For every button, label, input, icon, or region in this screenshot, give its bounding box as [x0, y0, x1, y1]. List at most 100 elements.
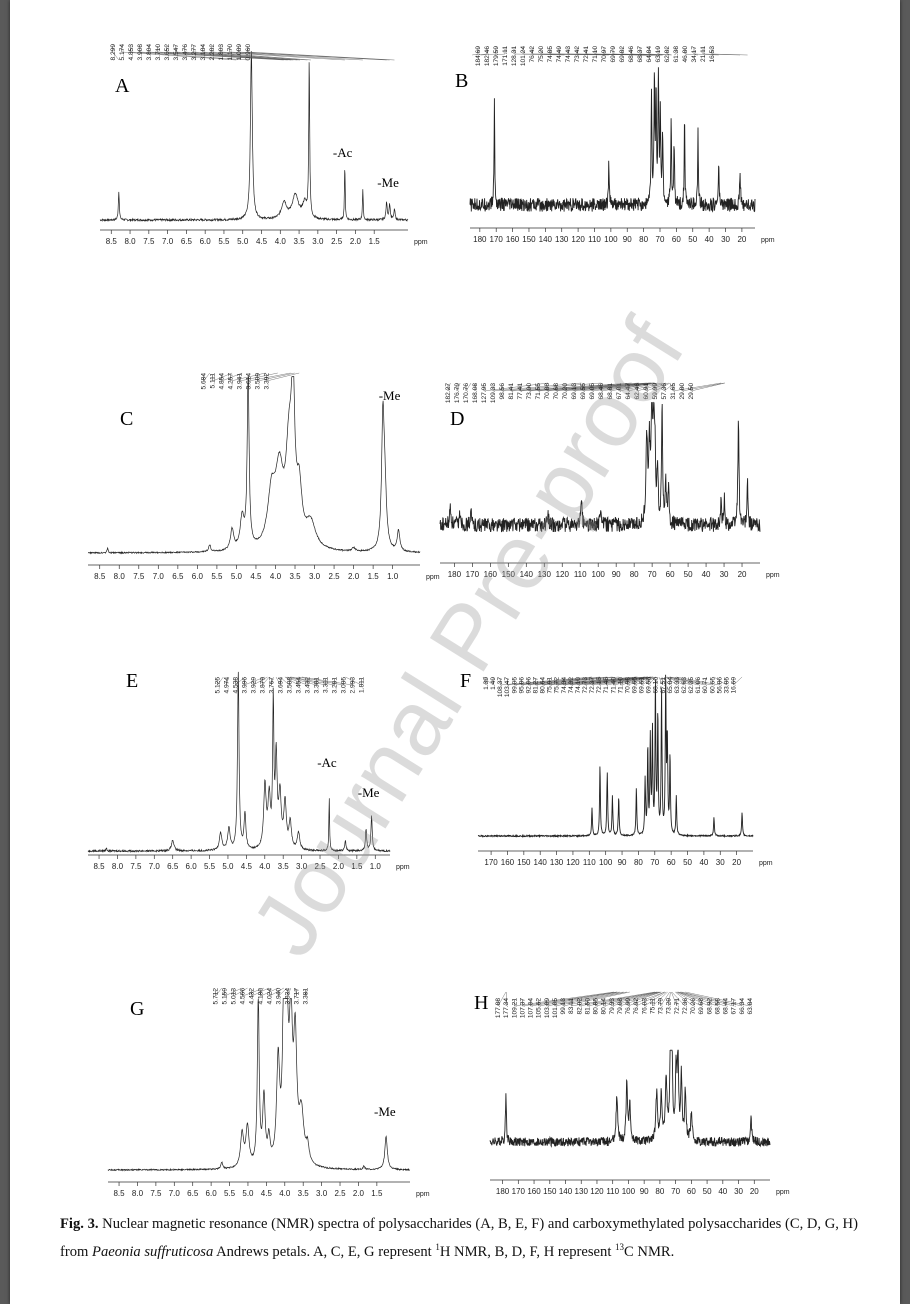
peak-leader	[556, 676, 646, 686]
peak-leader	[130, 51, 249, 61]
x-tick-label: 160	[484, 570, 498, 579]
peak-leader	[456, 382, 461, 392]
peak-leader	[278, 987, 288, 997]
x-tick-label: 7.5	[150, 1189, 162, 1198]
x-tick-label: 70	[650, 858, 659, 867]
peak-leader	[670, 676, 713, 686]
x-tick-label: 8.5	[113, 1189, 125, 1198]
peak-leader	[266, 372, 300, 382]
peak-leader	[157, 51, 292, 61]
peak-leader	[579, 991, 657, 1007]
x-tick-label: 2.0	[353, 1189, 365, 1198]
peak-leader	[215, 987, 222, 997]
x-tick-label: 80	[634, 858, 643, 867]
x-tick-label: 4.5	[250, 572, 262, 581]
group-label: -Me	[377, 175, 399, 190]
peak-label: 76.99	[625, 998, 632, 1015]
panel-letter-f: F	[460, 670, 472, 692]
x-tick-label: 2.5	[329, 572, 341, 581]
panel-letter-g: G	[130, 998, 145, 1020]
peak-leader	[345, 676, 362, 686]
peak-label: 101.05	[552, 998, 559, 1019]
peak-label: 128.31	[511, 46, 518, 67]
x-tick-label: 2.5	[334, 1189, 346, 1198]
x-tick-label: 6.5	[172, 572, 184, 581]
x-tick-label: 8.0	[112, 862, 124, 871]
peak-label: 61.06	[695, 677, 702, 694]
peak-label: 4.432	[249, 988, 256, 1005]
x-tick-label: 130	[538, 570, 552, 579]
x-tick-label: 60	[667, 858, 676, 867]
peak-leader	[522, 991, 617, 1007]
caption-sup-1: 1	[435, 1242, 440, 1252]
peak-label: 3.432	[304, 677, 311, 694]
peak-leader	[665, 676, 678, 686]
peak-label: 63.33	[674, 677, 681, 694]
peak-leader	[262, 676, 270, 686]
peak-label: 73.29	[666, 998, 673, 1015]
peak-leader	[564, 382, 652, 392]
peak-label: 67.51	[660, 677, 667, 694]
x-tick-label: 150	[517, 858, 531, 867]
spectrum-panel-d: 180 170 160 150 140 130 120 110 100 90 80 70 60 50 40 3…	[430, 325, 780, 579]
peak-leader	[483, 382, 548, 392]
peak-leader	[587, 991, 658, 1007]
peak-leader	[480, 53, 497, 56]
peak-label: 3.381	[313, 677, 320, 694]
peak-label: 3.392	[264, 373, 271, 390]
x-tick-label: 2.0	[350, 237, 362, 246]
group-label: -Me	[357, 785, 380, 800]
x-tick-label: 80	[655, 1187, 664, 1196]
peak-leader	[301, 676, 353, 686]
x-tick-label: 160	[506, 235, 520, 244]
peak-label: 105.62	[536, 998, 543, 1019]
x-tick-label: 120	[571, 235, 585, 244]
peak-leader	[636, 991, 665, 1007]
x-tick-label: 30	[720, 570, 729, 579]
peak-leader	[676, 676, 720, 686]
x-tick-label: 6.5	[181, 237, 193, 246]
x-tick-label: 3.5	[278, 862, 290, 871]
x-tick-label: 5.5	[211, 572, 223, 581]
peak-leader	[733, 676, 743, 686]
peak-label: 79.33	[609, 998, 616, 1015]
x-tick-label: 50	[684, 570, 693, 579]
peak-leader	[447, 382, 451, 392]
caption-species: Paeonia suffruticosa	[92, 1244, 214, 1260]
peak-label: 60.65	[709, 677, 716, 694]
x-tick-label: 150	[543, 1187, 557, 1196]
peak-leader	[684, 53, 699, 56]
peak-leader	[290, 676, 326, 686]
x-tick-label: 130	[555, 235, 569, 244]
peak-leader	[260, 987, 279, 997]
x-tick-label: 5.0	[222, 862, 234, 871]
peak-leader	[658, 676, 663, 686]
x-tick-label: 140	[539, 235, 553, 244]
peak-leader	[507, 676, 601, 686]
peak-label: 3.996	[241, 677, 248, 694]
spectrum-svg-d: 180 170 160 150 140 130 120 110 100 90 80 70 60 50 40 3…	[439, 382, 780, 579]
peak-leader	[193, 51, 308, 61]
peak-leader	[627, 991, 665, 1007]
caption-text-1: Nuclear magnetic resonance (NMR) spectra…	[60, 1216, 858, 1260]
x-tick-label: 8.5	[93, 862, 105, 871]
peak-label: 33.85	[723, 677, 730, 694]
peak-leader	[599, 676, 652, 686]
x-axis-label: ppm	[766, 572, 780, 579]
peak-label: 3.588	[286, 677, 293, 694]
x-tick-label: 60	[666, 570, 675, 579]
peak-leader	[514, 676, 608, 686]
peak-leader	[627, 382, 663, 392]
x-tick-label: 40	[718, 1187, 727, 1196]
peak-leader	[257, 372, 295, 382]
x-tick-label: 8.5	[106, 237, 118, 246]
peak-leader	[510, 382, 632, 392]
peak-leader	[202, 51, 311, 61]
peak-label: 4.257	[228, 373, 235, 390]
peak-label: 3.311	[322, 677, 329, 693]
peak-label: 5.125	[214, 677, 221, 694]
peak-leader	[212, 372, 233, 382]
peak-leader	[275, 676, 281, 686]
peak-leader	[667, 676, 692, 686]
peak-label: 101.24	[520, 46, 527, 67]
